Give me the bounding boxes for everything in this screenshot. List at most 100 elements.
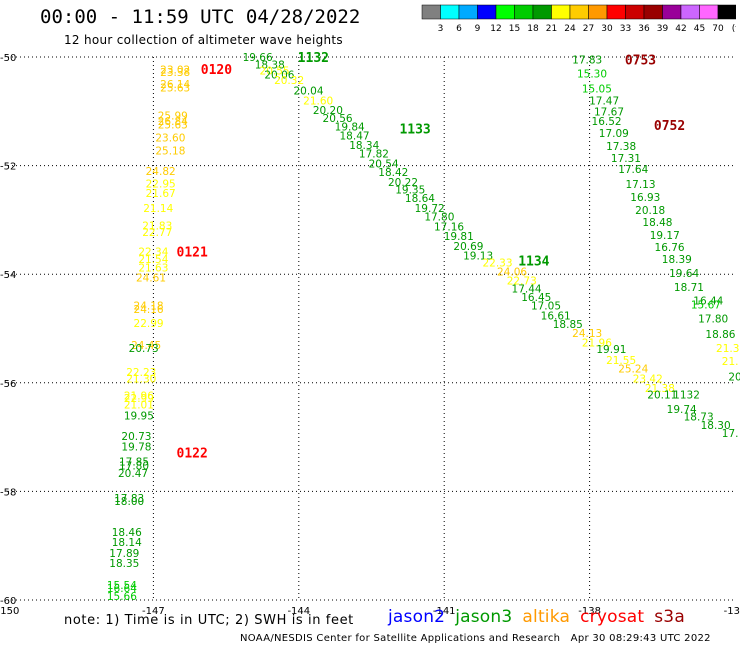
swh-value: 18.64 [405,193,435,205]
swh-value: 18.86 [705,329,735,341]
swh-value: 20.06 [264,69,294,81]
swh-value: 21.96 [124,390,154,402]
swh-value: 21.3 [716,343,739,355]
swh-value: 24.06 [497,266,527,278]
swh-value: 17.82 [359,149,389,161]
swh-value: 17.31 [611,153,641,165]
swh-value: 19.91 [596,344,626,356]
swh-value: 20 [728,371,740,383]
pass-time-label: 1134 [518,255,549,270]
colorbar-label: 70 [712,24,724,34]
swh-value: 16.61 [541,310,571,322]
swh-value: 16.76 [655,242,685,254]
swh-value: 19.78 [121,441,151,453]
colorbar-label: 21 [546,24,557,34]
legend-jason3: jason3 [455,607,513,627]
swh-value: 21.60 [303,95,333,107]
swh-value: 17.80 [119,460,149,472]
pass-time-label: 0122 [177,446,208,461]
pass-time-label: 0753 [625,54,656,69]
swh-value: 19.84 [335,122,365,134]
legend-note: note: 1) Time is in UTC; 2) SWH is in fe… [64,613,354,628]
map-grid [8,56,735,601]
lon-tick-label: -138 [578,606,601,617]
lat-tick-label: -56 [0,379,16,390]
swh-value: 22.77 [142,227,172,239]
swh-value: 18.38 [255,60,285,72]
page-title: 00:00 - 11:59 UTC 04/28/2022 [40,6,361,28]
swh-value: 17.67 [594,106,624,118]
swh-value: 17.83 [114,493,144,505]
swh-value: 18.85 [553,319,583,331]
colorbar-swatch [717,4,736,20]
colorbar-label: 24 [564,24,576,34]
swh-value: 17.64 [618,164,648,176]
swh-value: 22.99 [134,318,164,330]
lat-tick-label: -50 [0,53,16,64]
swh-value: 17.80 [698,314,728,326]
swh-value: 22.73 [507,276,537,288]
lat-tick-label: -58 [0,487,16,498]
credit-line: NOAA/NESDIS Center for Satellite Applica… [240,633,711,644]
swh-value: 1132 [673,390,700,402]
colorbar-label: 45 [694,24,705,34]
swh-value: 23.02 [160,64,190,76]
swh-value: 17.85 [119,457,149,469]
swh-value: 17.44 [512,283,542,295]
swh-value: 17.89 [109,548,139,560]
swh-value: 15.05 [582,83,612,95]
swh-value: 24.45 [131,340,161,352]
swh-value: 20.55 [260,66,290,78]
lon-tick-label: -150 [0,606,19,617]
swh-value: 26.84 [158,116,188,128]
swh-value: 15.30 [577,68,607,80]
swh-value: 21.30 [126,373,156,385]
swh-value: 21. [722,356,739,368]
swh-value: 18.14 [112,537,142,549]
legend-jason2: jason2 [388,607,446,627]
pass-jason3: 22.3324.0622.7317.4416.4517.0516.6118.85… [482,255,738,440]
pass-time-label: 1132 [298,51,329,66]
swh-value: 20.18 [635,205,665,217]
swh-value: 20.20 [313,105,343,117]
swh-value: 22.23 [126,367,156,379]
lat-tick-label: -54 [0,270,16,281]
swh-value: 20.04 [293,86,323,98]
colorbar-label: 6 [456,24,462,34]
swh-value: 22.95 [146,179,176,191]
swh-value: 24.13 [572,328,602,340]
swh-value: 17.38 [606,141,636,153]
swh-value: 22.99 [124,393,154,405]
swh-value: 19.66 [243,52,273,64]
swh-value: 20.54 [369,158,399,170]
swh-value: 22.34 [138,246,168,258]
swh-value: 17.05 [531,301,561,313]
swh-value: 24.61 [136,272,166,284]
pass-time-label: 0120 [201,63,232,78]
swh-value: 20.56 [323,113,353,125]
pass-time-label: 1133 [399,123,430,138]
colorbar-label: 39 [657,24,669,34]
legend-altika: altika [522,607,571,627]
pass-time-label: 0752 [654,119,685,134]
swh-value: 18.46 [112,527,142,539]
swh-value: 19.81 [444,231,474,243]
swh-value: 17.13 [625,179,655,191]
swh-value: 20.32 [274,75,304,87]
swh-value: 17.80 [424,212,454,224]
swh-value: 16.52 [592,116,622,128]
colorbar-label: 27 [583,24,594,34]
colorbar-label: 42 [675,24,686,34]
swh-value: 24.82 [146,166,176,178]
page-subtitle: 12 hour collection of altimeter wave hei… [64,33,343,47]
swh-value: 17.83 [572,55,602,67]
colorbar-label: 12 [490,24,501,34]
swh-value: 19.17 [650,230,680,242]
colorbar-label: 18 [527,24,539,34]
swh-value: 25.63 [158,119,188,131]
pass-jason3: 19.6618.3820.5520.0620.3220.0421.6020.20… [243,51,494,263]
swh-value: 21.14 [143,203,173,215]
swh-value: 17.47 [589,95,619,107]
